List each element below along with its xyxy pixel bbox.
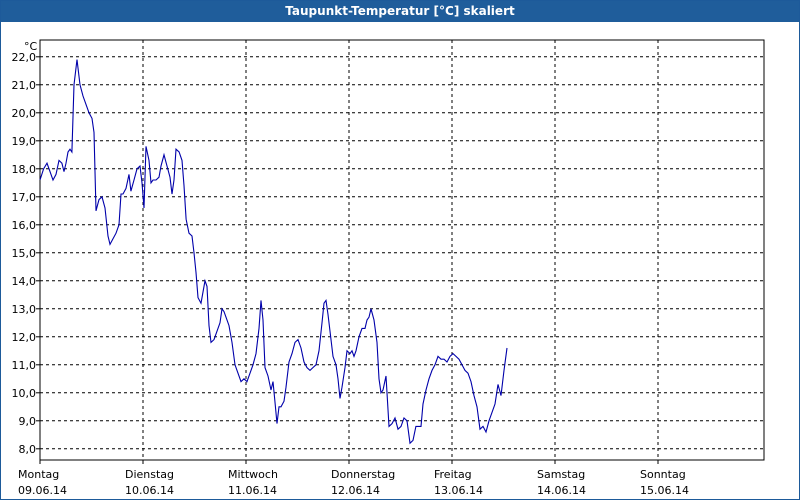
y-axis-unit: °C [24,40,38,53]
y-tick-label: 19,0 [12,135,37,148]
y-tick-label: 8,0 [19,443,37,456]
x-tick-day-label: Mittwoch [228,468,278,481]
y-tick-label: 11,0 [12,359,37,372]
y-tick-label: 15,0 [12,247,37,260]
y-tick-label: 9,0 [19,415,37,428]
x-tick-date-label: 14.06.14 [537,484,586,497]
grid-lines [40,40,764,460]
plot-area [39,39,765,461]
y-tick-label: 20,0 [12,107,37,120]
y-tick-label: 12,0 [12,331,37,344]
y-tick-label: 21,0 [12,79,37,92]
y-tick-label: 16,0 [12,219,37,232]
x-tick-date-label: 10.06.14 [125,484,174,497]
y-tick-label: 13,0 [12,303,37,316]
y-tick-label: 14,0 [12,275,37,288]
x-tick-date-label: 12.06.14 [331,484,380,497]
x-tick-date-label: 15.06.14 [640,484,689,497]
y-tick-label: 18,0 [12,163,37,176]
x-tick-day-label: Donnerstag [331,468,395,481]
y-tick-label: 17,0 [12,191,37,204]
x-tick-date-label: 11.06.14 [228,484,277,497]
x-tick-day-label: Dienstag [125,468,174,481]
chart-title: Taupunkt-Temperatur [°C] skaliert [1,1,799,22]
series-line [39,59,508,445]
y-tick-label: 10,0 [12,387,37,400]
x-tick-day-label: Sonntag [640,468,686,481]
x-axis: Montag 09.06.14 Dienstag 10.06.14 Mittwoch 11… [18,460,689,497]
x-tick-date-label: 13.06.14 [434,484,483,497]
x-tick-day-label: Samstag [537,468,585,481]
y-axis: 8,0 9,0 10,0 11,0 12,0 13,0 14,0 15,0 16,0 17,0 18… [12,51,40,456]
x-tick-day-label: Freitag [434,468,472,481]
x-tick-date-label: 09.06.14 [18,484,67,497]
x-tick-day-label: Montag [18,468,59,481]
y-tick-label: 22,0 [12,51,37,64]
